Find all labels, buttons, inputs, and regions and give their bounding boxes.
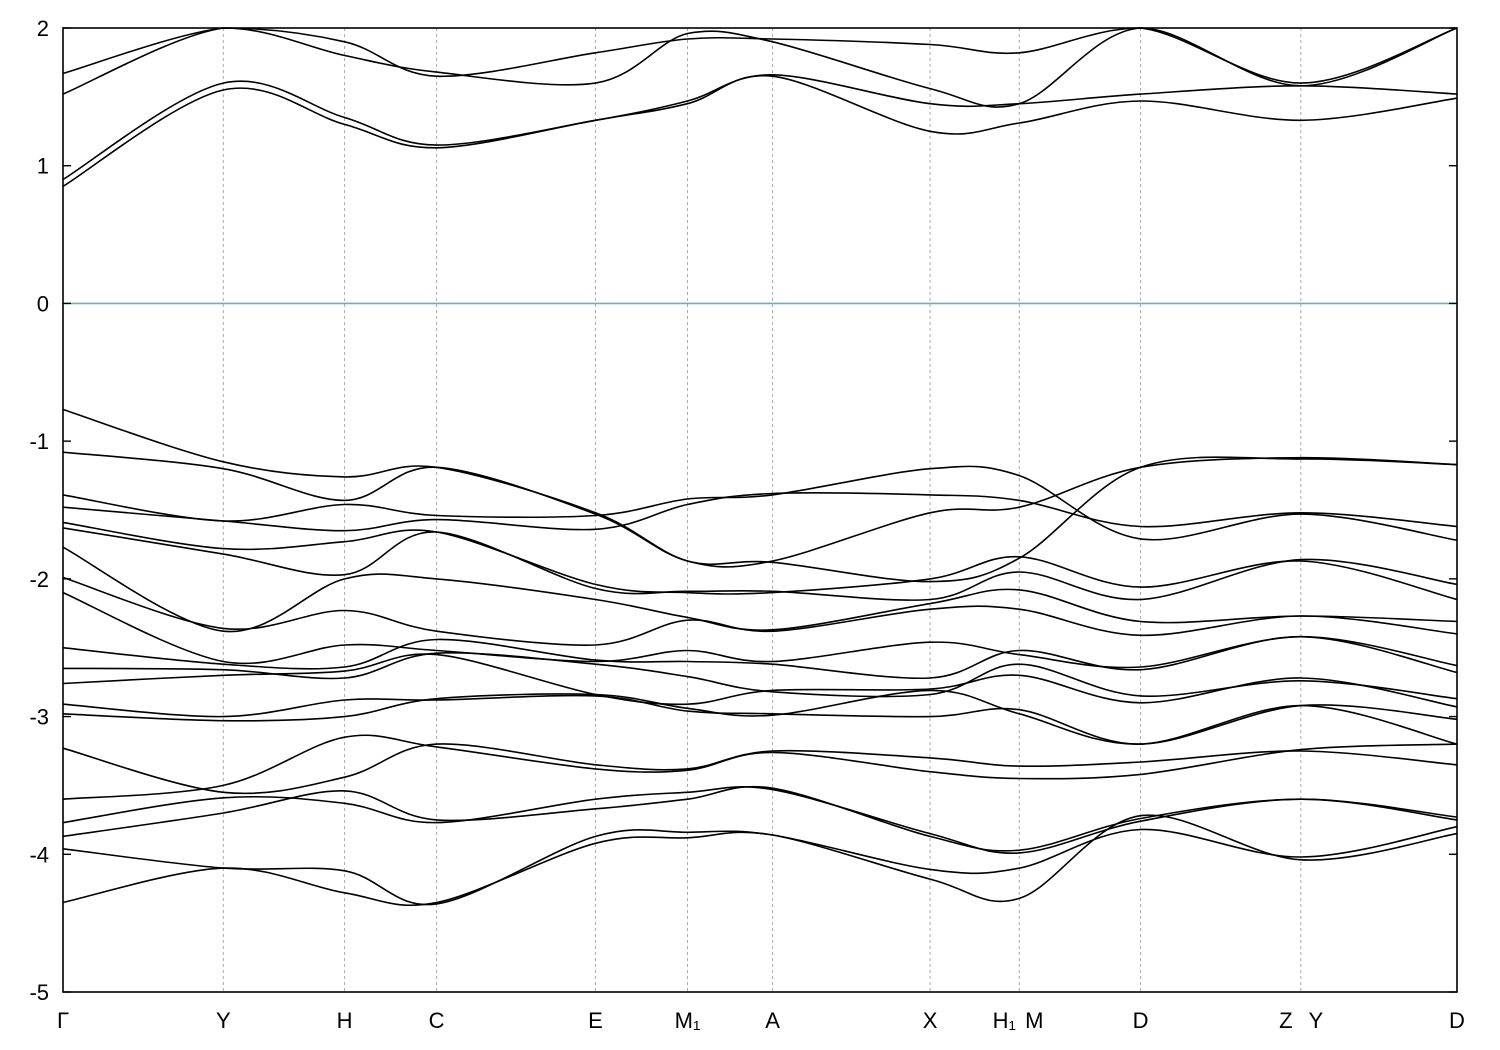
plot-frame	[62, 27, 1458, 993]
band-line-7	[62, 465, 1458, 542]
band-line-22	[62, 785, 1458, 852]
band-line-19	[62, 743, 1458, 795]
band-line-2	[62, 73, 1458, 181]
kpoint-gridlines	[222, 28, 1302, 992]
band-line-14	[62, 635, 1458, 680]
band-line-23	[62, 825, 1458, 906]
y-tick-label: 0	[37, 291, 49, 316]
band-line-20	[62, 734, 1458, 800]
x-axis-kpoint-labels: Γ Y H C E M₁ A X H₁ M D Z Y D	[57, 1008, 1465, 1033]
band-line-3	[62, 27, 1458, 108]
band-line-8	[62, 492, 1458, 532]
y-tick-label: -5	[29, 980, 49, 1005]
band-line-21	[62, 786, 1458, 854]
kpoint-label: H	[337, 1008, 353, 1033]
kpoint-label: C	[429, 1008, 445, 1033]
kpoint-label: M₁	[675, 1008, 701, 1033]
band-line-18	[62, 689, 1458, 745]
band-line-5	[62, 408, 1458, 583]
y-tick-label: -2	[29, 567, 49, 592]
kpoint-label: M	[1025, 1008, 1043, 1033]
band-lines	[62, 27, 1458, 906]
kpoint-label: Y	[216, 1008, 231, 1033]
band-line-24	[62, 814, 1458, 906]
band-line-10	[62, 527, 1458, 601]
band-line-13	[62, 591, 1458, 669]
y-tick-label: -1	[29, 429, 49, 454]
band-line-12	[62, 576, 1458, 647]
band-line-9	[62, 521, 1458, 601]
band-line-16	[62, 653, 1458, 708]
kpoint-label: Y	[1309, 1008, 1324, 1033]
y-tick-label: 1	[37, 154, 49, 179]
kpoint-label: Γ	[57, 1008, 69, 1033]
band-line-6	[62, 451, 1458, 568]
kpoint-label: A	[765, 1008, 780, 1033]
y-tick-label: -4	[29, 842, 49, 867]
band-line-11	[62, 546, 1458, 633]
kpoint-label: Z	[1279, 1008, 1292, 1033]
kpoint-label: D	[1133, 1008, 1149, 1033]
kpoint-label: X	[923, 1008, 938, 1033]
band-line-1	[62, 74, 1458, 188]
band-line-17	[62, 694, 1458, 745]
kpoint-label: E	[588, 1008, 603, 1033]
band-line-15	[62, 652, 1458, 700]
y-axis-ticks: 2 1 0 -1 -2 -3 -4 -5	[29, 16, 1457, 1005]
kpoint-label: H₁	[993, 1008, 1016, 1033]
kpoint-label: D	[1449, 1008, 1465, 1033]
y-tick-label: -3	[29, 705, 49, 730]
y-tick-label: 2	[37, 16, 49, 41]
band-line-4	[62, 27, 1458, 84]
